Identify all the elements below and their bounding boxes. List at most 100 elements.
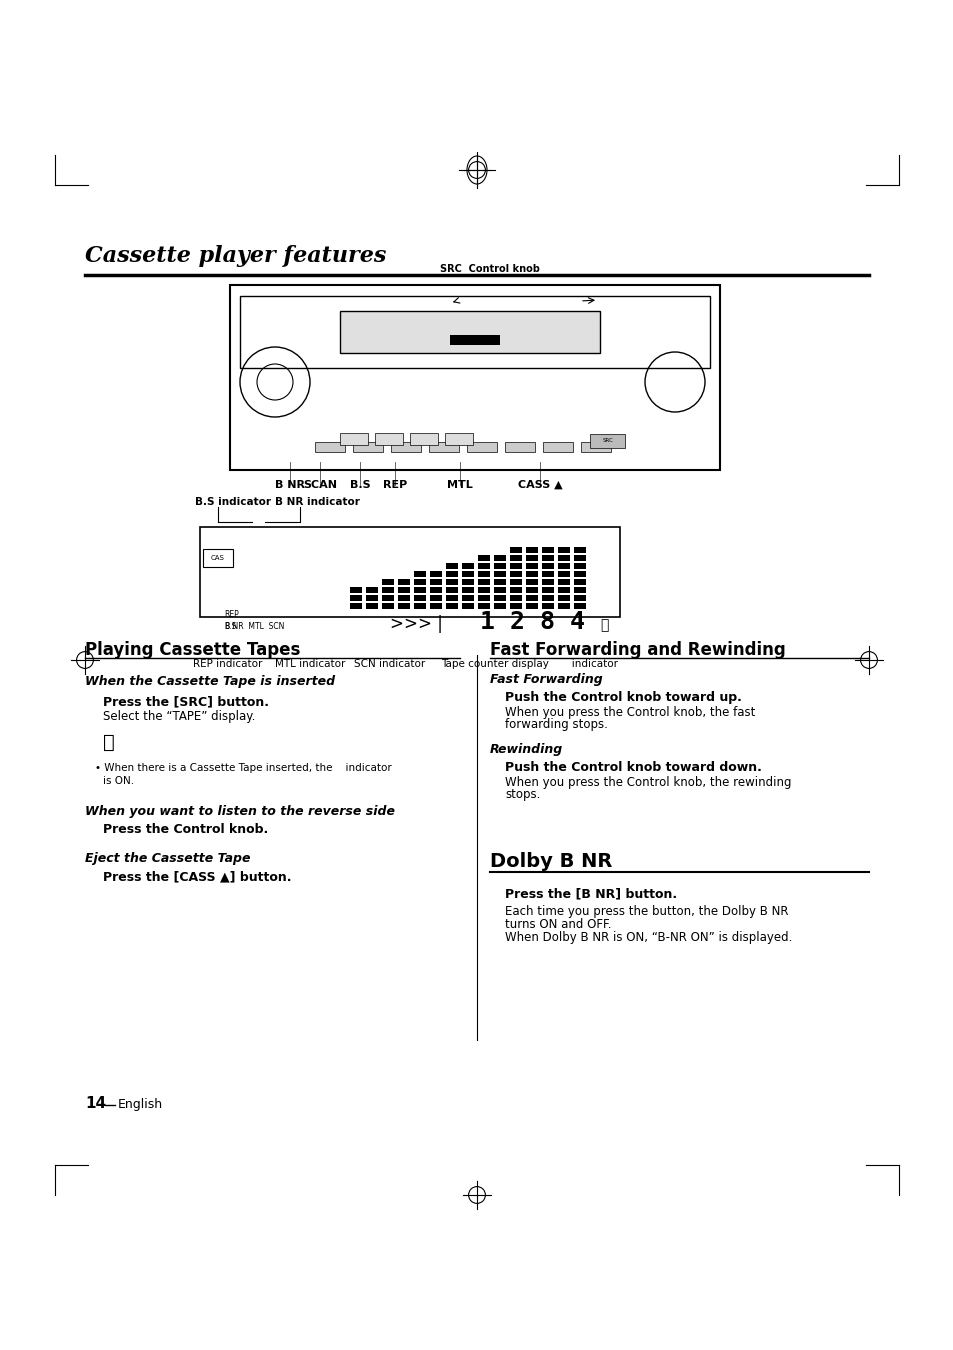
Bar [510, 547, 521, 553]
Text: Eject the Cassette Tape: Eject the Cassette Tape [85, 852, 251, 865]
Text: B.S: B.S [350, 481, 370, 490]
Text: When the Cassette Tape is inserted: When the Cassette Tape is inserted [85, 675, 335, 688]
Bar [558, 563, 569, 568]
Bar [558, 547, 569, 553]
Bar [525, 563, 537, 568]
Bar [397, 603, 410, 609]
Bar [366, 587, 377, 593]
Bar [350, 587, 361, 593]
Bar [558, 603, 569, 609]
Bar [240, 296, 709, 369]
Text: indicator: indicator [561, 659, 618, 670]
Bar [541, 571, 554, 576]
Bar [525, 555, 537, 562]
Text: Push the Control knob toward down.: Push the Control knob toward down. [504, 761, 761, 774]
Text: MTL indicator: MTL indicator [274, 659, 345, 670]
Bar [353, 441, 382, 452]
Text: REP: REP [382, 481, 407, 490]
Text: Each time you press the button, the Dolby B NR: Each time you press the button, the Dolb… [504, 904, 788, 918]
Bar [504, 441, 535, 452]
Bar [414, 579, 426, 585]
Text: SCN indicator: SCN indicator [354, 659, 425, 670]
Bar [541, 547, 554, 553]
Bar [203, 549, 233, 567]
Text: B.S indicator: B.S indicator [194, 497, 271, 508]
Bar [381, 579, 394, 585]
Bar [477, 555, 490, 562]
Bar [339, 310, 599, 352]
Bar [444, 433, 473, 446]
Bar [494, 563, 505, 568]
Bar [541, 563, 554, 568]
Text: CASS ▲: CASS ▲ [517, 481, 561, 490]
Bar [430, 595, 441, 601]
Bar [510, 603, 521, 609]
Bar [381, 595, 394, 601]
Text: forwarding stops.: forwarding stops. [504, 718, 607, 730]
Bar [574, 571, 585, 576]
Bar [430, 579, 441, 585]
Bar [574, 587, 585, 593]
Text: Fast Forwarding and Rewinding: Fast Forwarding and Rewinding [490, 641, 785, 659]
Bar [397, 595, 410, 601]
Bar [494, 587, 505, 593]
Bar [574, 603, 585, 609]
Bar [558, 579, 569, 585]
Bar [461, 603, 474, 609]
Bar [574, 547, 585, 553]
Text: REP indicator: REP indicator [193, 659, 262, 670]
Text: Press the [SRC] button.: Press the [SRC] button. [103, 695, 269, 707]
Bar [477, 579, 490, 585]
Bar [397, 587, 410, 593]
Text: SRC  Control knob: SRC Control knob [439, 265, 539, 274]
Bar [477, 603, 490, 609]
Bar [558, 555, 569, 562]
Text: B.S: B.S [224, 622, 236, 630]
Text: Press the [CASS ▲] button.: Press the [CASS ▲] button. [103, 869, 292, 883]
Text: English: English [118, 1098, 163, 1111]
Bar [461, 571, 474, 576]
Text: MTL: MTL [447, 481, 473, 490]
Bar [525, 571, 537, 576]
Bar [414, 595, 426, 601]
Bar [446, 603, 457, 609]
Bar [574, 595, 585, 601]
Text: Select the “TAPE” display.: Select the “TAPE” display. [103, 710, 255, 724]
Bar [375, 433, 402, 446]
Text: When you want to listen to the reverse side: When you want to listen to the reverse s… [85, 805, 395, 818]
Bar [430, 571, 441, 576]
Text: >>> |: >>> | [390, 616, 442, 633]
Text: B NR  MTL  SCN: B NR MTL SCN [225, 622, 284, 630]
Bar [429, 441, 458, 452]
Bar [525, 603, 537, 609]
Text: stops.: stops. [504, 788, 539, 801]
Text: Dolby B NR: Dolby B NR [490, 852, 612, 871]
Bar [414, 587, 426, 593]
Text: SCAN: SCAN [303, 481, 336, 490]
Bar [541, 555, 554, 562]
Bar [541, 603, 554, 609]
Bar [477, 587, 490, 593]
Bar [494, 579, 505, 585]
Bar [446, 587, 457, 593]
Bar [494, 555, 505, 562]
Text: 🎧: 🎧 [103, 733, 114, 752]
Bar [525, 587, 537, 593]
Bar [477, 563, 490, 568]
Bar [414, 571, 426, 576]
Text: 1 2 8 4: 1 2 8 4 [479, 610, 584, 634]
Text: is ON.: is ON. [103, 776, 134, 786]
Bar [477, 595, 490, 601]
Text: 🎧: 🎧 [599, 618, 608, 632]
Bar [510, 595, 521, 601]
Text: Playing Cassette Tapes: Playing Cassette Tapes [85, 641, 300, 659]
Text: 14: 14 [85, 1096, 106, 1111]
Bar [350, 603, 361, 609]
Bar [558, 595, 569, 601]
Bar [525, 579, 537, 585]
Bar [525, 595, 537, 601]
Text: When you press the Control knob, the fast: When you press the Control knob, the fas… [504, 706, 755, 720]
Text: Fast Forwarding: Fast Forwarding [490, 674, 602, 686]
Bar [510, 563, 521, 568]
Bar [430, 587, 441, 593]
